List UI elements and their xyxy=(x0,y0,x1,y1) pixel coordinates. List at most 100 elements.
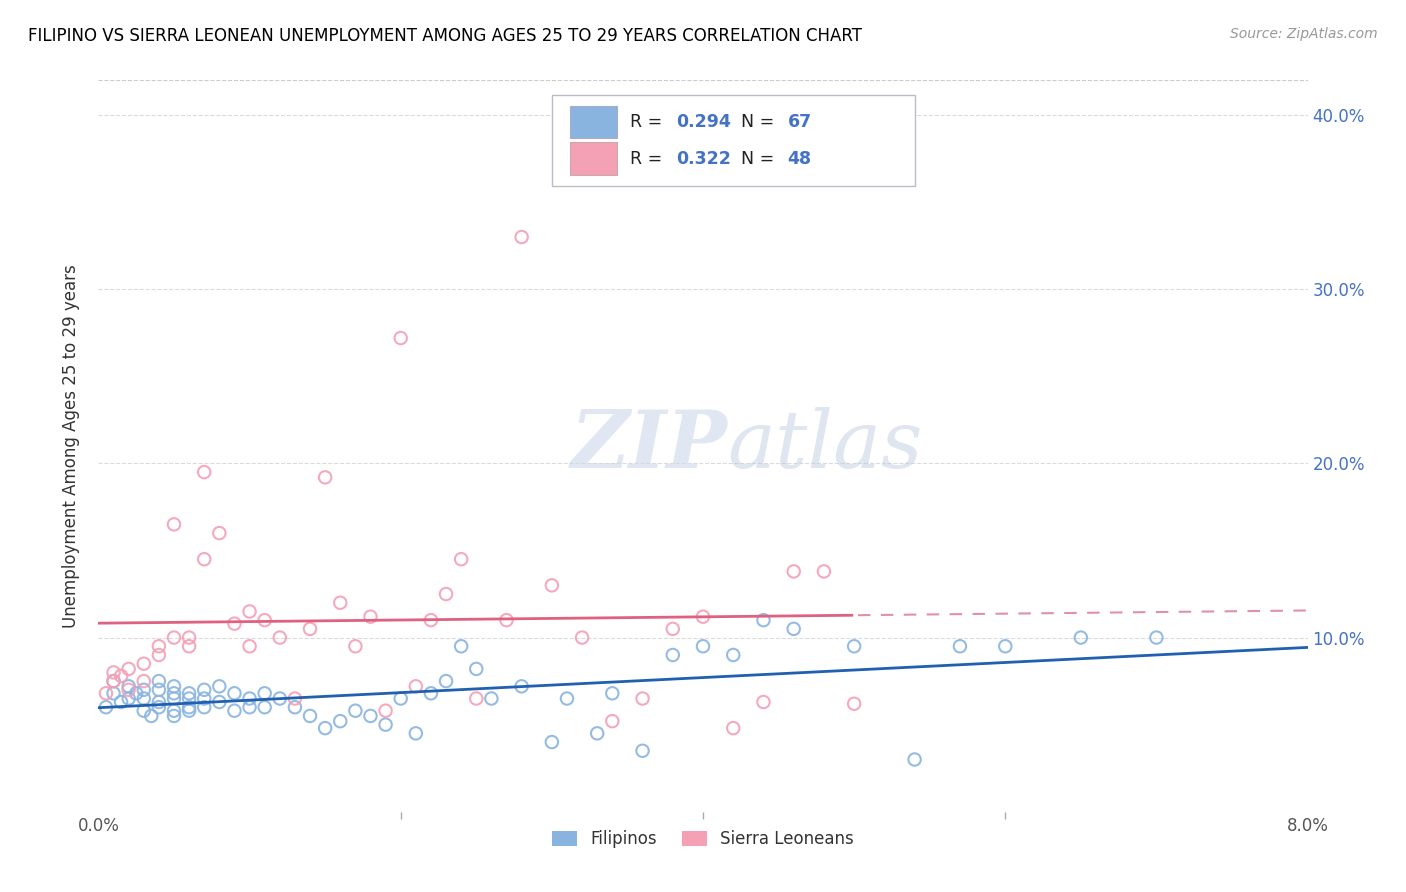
Point xyxy=(723,721,745,735)
Point xyxy=(420,613,443,627)
Point xyxy=(239,700,262,714)
Point xyxy=(179,640,201,654)
Point xyxy=(405,679,427,693)
Point xyxy=(374,704,396,718)
Text: ZIP: ZIP xyxy=(571,408,727,484)
Point xyxy=(540,735,562,749)
Point xyxy=(179,691,201,706)
Point xyxy=(141,709,163,723)
Point xyxy=(994,640,1017,654)
Point xyxy=(299,709,322,723)
Point xyxy=(118,679,141,693)
Point xyxy=(163,691,186,706)
Point xyxy=(193,465,215,479)
Point xyxy=(269,691,291,706)
Point xyxy=(132,704,155,718)
Point xyxy=(132,657,155,671)
Point xyxy=(193,682,215,697)
Point xyxy=(224,686,246,700)
Point xyxy=(208,679,231,693)
Point xyxy=(193,700,215,714)
Text: N =: N = xyxy=(730,150,779,168)
Point xyxy=(481,691,503,706)
Point xyxy=(239,640,262,654)
Point xyxy=(163,686,186,700)
Point xyxy=(193,691,215,706)
Point xyxy=(110,695,132,709)
Point xyxy=(224,616,246,631)
Point xyxy=(179,700,201,714)
Point xyxy=(103,686,125,700)
Point xyxy=(783,622,806,636)
Point xyxy=(374,717,396,731)
Point xyxy=(94,686,117,700)
FancyBboxPatch shape xyxy=(569,143,617,175)
Point xyxy=(163,709,186,723)
Point xyxy=(118,682,141,697)
Point xyxy=(389,331,412,345)
Point xyxy=(163,704,186,718)
Point xyxy=(723,648,745,662)
Text: FILIPINO VS SIERRA LEONEAN UNEMPLOYMENT AMONG AGES 25 TO 29 YEARS CORRELATION CH: FILIPINO VS SIERRA LEONEAN UNEMPLOYMENT … xyxy=(28,27,862,45)
Point xyxy=(434,587,457,601)
Point xyxy=(253,686,276,700)
Point xyxy=(495,613,517,627)
Point xyxy=(602,686,624,700)
Point xyxy=(844,640,866,654)
Point xyxy=(103,674,125,689)
Point xyxy=(148,640,170,654)
Point xyxy=(118,691,141,706)
Point xyxy=(602,714,624,728)
Text: N =: N = xyxy=(730,113,779,131)
Point xyxy=(752,613,775,627)
Text: Source: ZipAtlas.com: Source: ZipAtlas.com xyxy=(1230,27,1378,41)
Point xyxy=(125,686,148,700)
Point xyxy=(586,726,609,740)
Point xyxy=(132,682,155,697)
Text: 67: 67 xyxy=(787,113,811,131)
Point xyxy=(329,596,352,610)
Text: atlas: atlas xyxy=(727,408,922,484)
Point xyxy=(314,721,336,735)
Point xyxy=(661,648,683,662)
Point xyxy=(571,631,593,645)
Point xyxy=(103,674,125,689)
Point xyxy=(510,230,533,244)
Text: R =: R = xyxy=(630,113,668,131)
Point xyxy=(1070,631,1092,645)
Point xyxy=(148,648,170,662)
Point xyxy=(360,709,382,723)
Point xyxy=(555,691,578,706)
Text: 0.322: 0.322 xyxy=(676,150,731,168)
Point xyxy=(94,700,117,714)
Point xyxy=(450,552,472,566)
Point xyxy=(253,613,276,627)
Point xyxy=(208,695,231,709)
Point xyxy=(148,695,170,709)
Point xyxy=(239,691,262,706)
Point xyxy=(844,697,866,711)
Point xyxy=(344,640,367,654)
Point xyxy=(510,679,533,693)
Point xyxy=(179,686,201,700)
Point xyxy=(813,565,835,579)
FancyBboxPatch shape xyxy=(551,95,915,186)
Point xyxy=(118,662,141,676)
Point xyxy=(1146,631,1168,645)
Point xyxy=(631,691,654,706)
Point xyxy=(360,609,382,624)
Point xyxy=(163,517,186,532)
Point xyxy=(269,631,291,645)
Point xyxy=(450,640,472,654)
Point xyxy=(224,704,246,718)
Point xyxy=(904,752,927,766)
Text: 0.294: 0.294 xyxy=(676,113,731,131)
Point xyxy=(389,691,412,706)
Point xyxy=(148,700,170,714)
Point xyxy=(434,674,457,689)
Point xyxy=(405,726,427,740)
Point xyxy=(661,622,683,636)
Point xyxy=(692,640,714,654)
Point xyxy=(329,714,352,728)
Point xyxy=(110,669,132,683)
